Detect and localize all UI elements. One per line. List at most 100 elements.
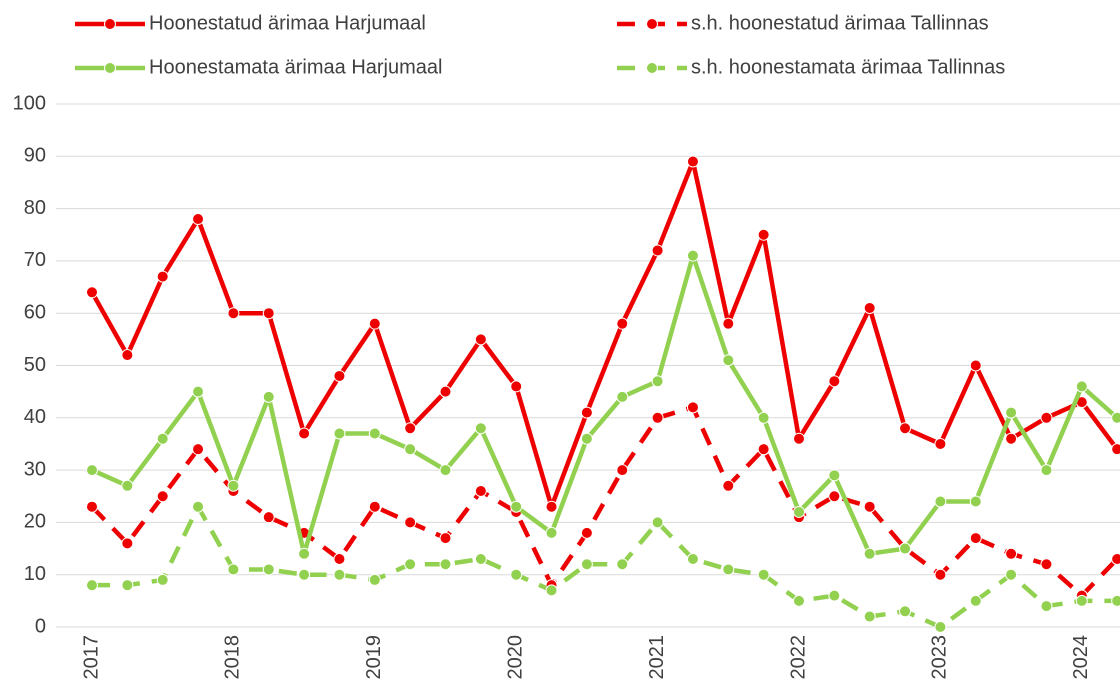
point	[722, 479, 735, 492]
point	[793, 432, 805, 445]
point	[1005, 432, 1018, 445]
point	[227, 479, 240, 492]
point	[368, 427, 381, 440]
point	[580, 432, 593, 445]
point	[757, 568, 770, 581]
point	[651, 516, 664, 529]
point	[969, 359, 982, 372]
y-tick-label: 30	[24, 458, 46, 480]
x-tick-label: 2018	[222, 635, 244, 680]
x-tick-label: 2017	[80, 635, 102, 680]
point	[969, 532, 982, 545]
point	[298, 547, 311, 560]
point	[863, 547, 876, 560]
point	[192, 443, 205, 456]
point	[262, 307, 275, 320]
point	[899, 542, 912, 555]
point	[651, 411, 664, 424]
point	[439, 532, 452, 545]
y-tick-label: 40	[24, 406, 46, 428]
point	[616, 317, 629, 330]
point	[757, 443, 770, 456]
point	[793, 594, 805, 607]
point	[510, 500, 523, 513]
point	[580, 558, 593, 571]
point	[86, 500, 98, 513]
point	[333, 553, 346, 566]
point	[899, 605, 912, 618]
y-tick-label: 0	[35, 615, 46, 637]
point	[298, 427, 311, 440]
point	[1040, 558, 1053, 571]
point	[616, 558, 629, 571]
point	[439, 464, 452, 477]
point	[333, 568, 346, 581]
point	[686, 553, 699, 566]
point	[404, 558, 417, 571]
legend-marker	[646, 18, 658, 30]
point	[227, 307, 240, 320]
x-tick-label: 2022	[787, 635, 809, 680]
series-line	[91, 253, 1119, 557]
point	[86, 464, 98, 477]
series-line	[92, 504, 1118, 630]
point	[863, 610, 876, 623]
point	[899, 422, 912, 435]
point	[510, 568, 523, 581]
point	[86, 579, 98, 592]
y-tick-label: 60	[24, 301, 46, 323]
point	[262, 511, 275, 524]
y-tick-label: 90	[24, 145, 46, 167]
point	[192, 385, 205, 398]
point	[404, 516, 417, 529]
point	[404, 422, 417, 435]
point	[1075, 594, 1088, 607]
x-tick-label: 2019	[363, 635, 385, 680]
point	[1111, 594, 1120, 607]
point	[368, 573, 381, 586]
y-tick-label: 50	[24, 354, 46, 376]
point	[156, 573, 169, 586]
legend-marker	[646, 62, 658, 74]
point	[1005, 547, 1018, 560]
point	[793, 505, 805, 518]
point	[368, 500, 381, 513]
point	[969, 495, 982, 508]
point	[616, 390, 629, 403]
point	[368, 317, 381, 330]
point	[474, 553, 487, 566]
point	[156, 432, 169, 445]
point	[545, 526, 558, 539]
point	[1111, 411, 1120, 424]
point	[757, 228, 770, 241]
point	[863, 500, 876, 513]
point	[474, 422, 487, 435]
y-tick-label: 70	[24, 249, 46, 271]
y-tick-label: 20	[24, 511, 46, 533]
point	[863, 301, 876, 314]
point	[651, 375, 664, 388]
point	[828, 375, 841, 388]
point	[616, 464, 629, 477]
point	[1040, 411, 1053, 424]
point	[934, 568, 947, 581]
point	[121, 349, 134, 362]
legend-label: s.h. hoonestamata ärimaa Tallinnas	[691, 56, 1005, 78]
point	[156, 490, 169, 503]
point	[262, 563, 275, 576]
point	[404, 443, 417, 456]
series-line	[90, 405, 1119, 598]
point	[1040, 464, 1053, 477]
point	[510, 380, 523, 393]
point	[545, 500, 558, 513]
point	[439, 558, 452, 571]
legend-label: Hoonestatud ärimaa Harjumaal	[149, 12, 426, 34]
point	[545, 584, 558, 597]
point	[722, 317, 735, 330]
point	[934, 495, 947, 508]
point	[333, 369, 346, 382]
point	[156, 270, 169, 283]
point	[439, 385, 452, 398]
point	[1111, 553, 1120, 566]
point	[934, 621, 947, 633]
